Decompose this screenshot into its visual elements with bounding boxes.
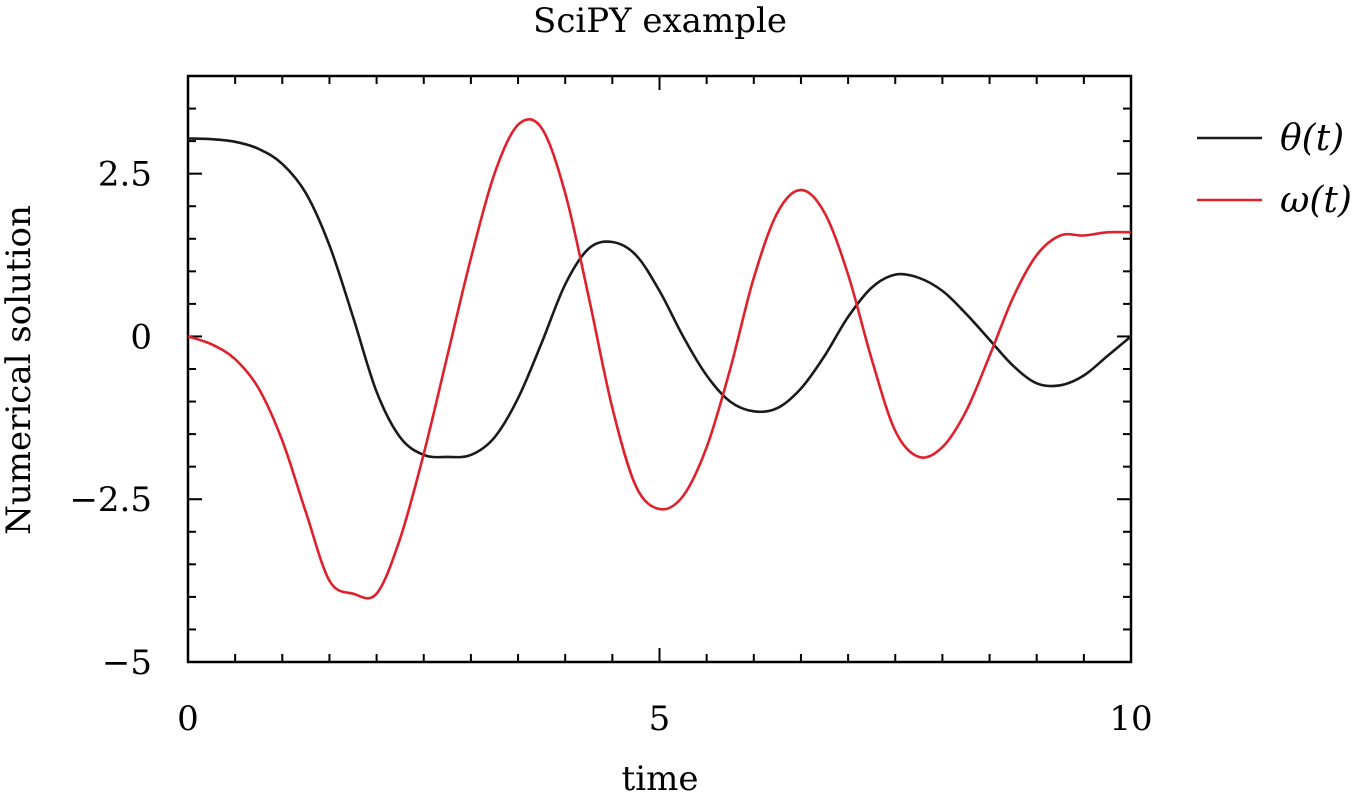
y-tick-label: −2.5	[69, 480, 152, 520]
x-axis-label: time	[622, 759, 699, 797]
plot-frame	[186, 74, 1133, 664]
legend-label-2: ω(t)	[1280, 180, 1352, 221]
tick-labels: 0 5 10 −5 −2.5 0 2.5	[69, 155, 1152, 739]
series-line-2	[187, 118, 1132, 600]
x-tick-label: 0	[177, 699, 199, 739]
legend-label-1: θ(t)	[1280, 118, 1344, 159]
y-tick-label: 0	[130, 317, 152, 357]
y-axis-label: Numerical solution	[0, 205, 39, 535]
x-tick-label: 10	[1109, 699, 1152, 739]
series-layer	[187, 118, 1132, 600]
legend: θ(t) ω(t)	[1197, 118, 1352, 221]
x-tick-label: 5	[649, 699, 671, 739]
chart-title: SciPY example	[533, 1, 787, 41]
series-line-1	[187, 137, 1132, 459]
y-tick-label: −5	[102, 643, 152, 683]
y-tick-label: 2.5	[98, 155, 152, 195]
axis-ticks	[187, 75, 1132, 663]
